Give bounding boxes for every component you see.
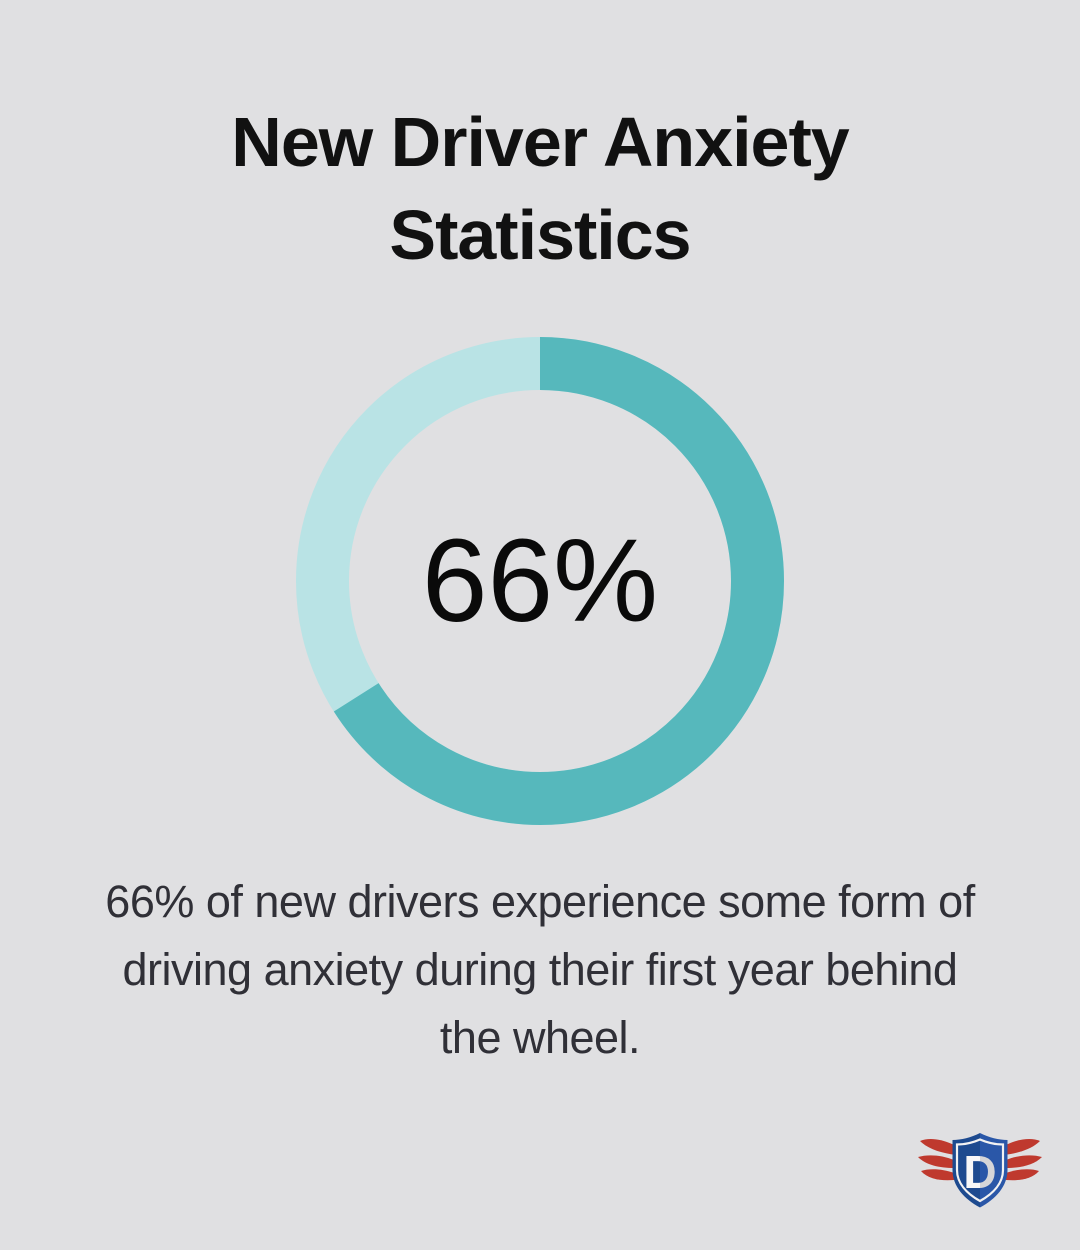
stat-caption-line-2: driving anxiety during their first year … [122,944,958,995]
shield-inner-outline [955,1138,1005,1203]
left-wing-icon [918,1138,956,1181]
right-wing-icon [1004,1138,1042,1181]
shield-icon [952,1133,1008,1208]
donut-segment-primary [296,337,784,825]
donut-center-label: 66% [421,515,659,647]
donut-chart-svg [296,337,784,825]
donut-chart: 66% [296,337,784,825]
logo-letter: D [963,1146,996,1198]
stat-caption-line-1: 66% of new drivers experience some form … [105,876,975,927]
stat-caption: 66% of new drivers experience some form … [0,868,1080,1072]
shield-wings-logo-icon: D [918,1133,1042,1208]
page-title-line-1: New Driver Anxiety [231,103,849,181]
page-title: New Driver Anxiety Statistics [0,96,1080,282]
stat-caption-line-3: the wheel. [439,1012,641,1063]
brand-logo: D [910,1118,1050,1228]
page-title-line-2: Statistics [389,196,691,274]
